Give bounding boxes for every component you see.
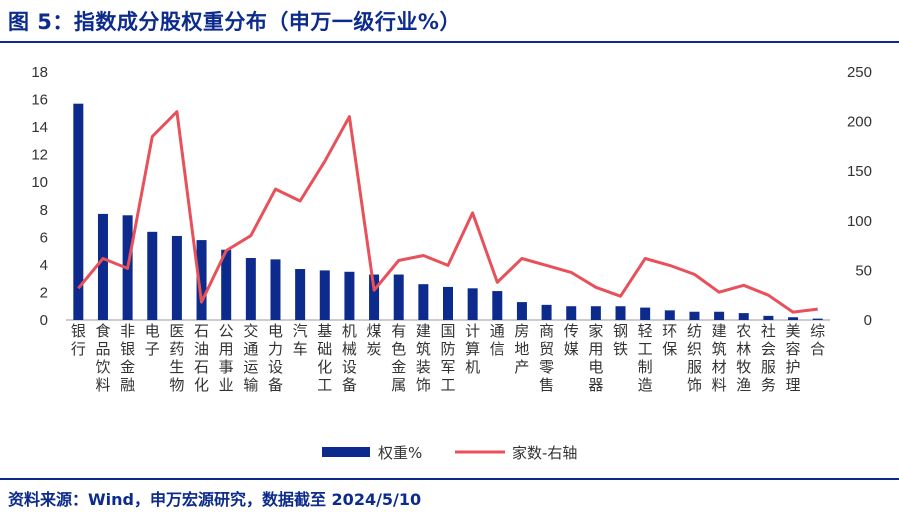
bar [147,231,158,320]
x-tick-label: 银行 [71,322,86,358]
x-tick-label: 综合 [810,322,825,358]
footer-divider [0,478,899,480]
x-tick-label: 建筑装饰 [416,322,431,394]
x-tick-label: 有色金属 [391,322,406,394]
bar [369,274,380,320]
x-tick-label: 计算机 [465,322,480,376]
y-left-tick-label: 16 [31,92,48,109]
y-left-tick-label: 0 [40,312,48,329]
x-tick-label: 基础化工 [317,322,332,394]
x-tick-label: 美容护理 [786,322,801,394]
bar [443,286,453,320]
chart-title: 图 5：指数成分股权重分布（申万一级行业%） [8,10,461,34]
legend-line-label: 家数-右轴 [512,444,577,462]
bar [245,258,256,320]
title-divider [0,41,899,43]
bar [640,307,651,320]
bar [171,235,182,320]
bar [714,311,725,320]
series-line-companies [77,110,818,314]
bar [492,291,503,320]
x-tick-label: 社会服务 [761,322,776,394]
bar [344,271,355,320]
y-left-tick-label: 10 [31,174,48,191]
bar [97,213,108,320]
bar [763,315,774,320]
y-left-tick-label: 18 [31,64,48,81]
y-right-tick-label: 100 [847,213,872,230]
y-left-tick-label: 14 [31,119,48,136]
chart-area: 0 2 4 6 8 10 12 14 16 18 0 50 100 150 200 250 银行食品饮料非银金融… [31,64,872,462]
x-tick-label: 农林牧渔 [736,322,751,394]
y-left-tick-label: 4 [40,257,48,274]
x-tick-label: 纺织服饰 [687,322,702,394]
bar [73,103,84,320]
x-tick-label: 交通运输 [243,322,258,394]
bar [319,270,330,320]
bar [541,304,552,320]
x-tick-label: 房地产 [514,322,529,376]
y-right-tick-label: 50 [855,262,872,279]
bar [270,259,281,320]
bar [590,306,601,320]
legend-bar-label: 权重% [378,444,422,462]
bar [788,317,799,320]
x-tick-label: 机械设备 [342,322,357,394]
x-tick-label: 公用事业 [219,322,234,394]
bar [689,311,700,320]
bar [467,288,478,320]
x-tick-label: 钢铁 [613,322,628,358]
x-tick-label: 传媒 [564,322,579,358]
x-tick-label: 电子 [145,322,160,358]
x-tick-label: 家用电器 [588,322,603,394]
x-tick-label: 商贸零售 [539,322,554,394]
bar [566,306,577,320]
bar [615,306,626,320]
x-tick-label: 建筑材料 [712,322,727,394]
legend-bar-swatch [322,447,370,457]
x-tick-label: 通信 [490,322,505,358]
bar [418,284,429,320]
x-tick-label: 医药生物 [169,322,184,394]
y-right-tick-label: 0 [864,312,872,329]
bar [664,310,675,320]
source-note: 资料来源：Wind，申万宏源研究，数据截至 2024/5/10 [8,490,422,509]
x-tick-label: 煤炭 [367,322,382,358]
y-left-tick-label: 8 [40,202,48,219]
y-right-tick-label: 200 [847,114,872,131]
y-left-tick-label: 6 [40,229,48,246]
x-tick-label: 石油石化 [194,322,209,394]
bar [516,302,527,320]
bar [295,269,306,320]
bar [221,249,232,320]
bar [393,274,404,320]
bar [196,240,207,320]
y-left-tick-label: 2 [40,284,48,301]
x-tick-label: 环保 [662,322,677,358]
x-tick-label: 电力设备 [268,322,283,394]
x-tick-label: 食品饮料 [95,322,110,394]
bar [812,318,823,320]
y-left-tick-label: 12 [31,147,48,164]
x-tick-label: 汽车 [293,322,308,358]
x-tick-label: 非银金融 [120,322,135,394]
y-right-tick-label: 150 [847,163,872,180]
y-right-tick-label: 250 [847,64,872,81]
bar [738,313,749,320]
x-tick-label: 轻工制造 [638,322,653,394]
x-tick-label: 国防军工 [440,322,455,394]
